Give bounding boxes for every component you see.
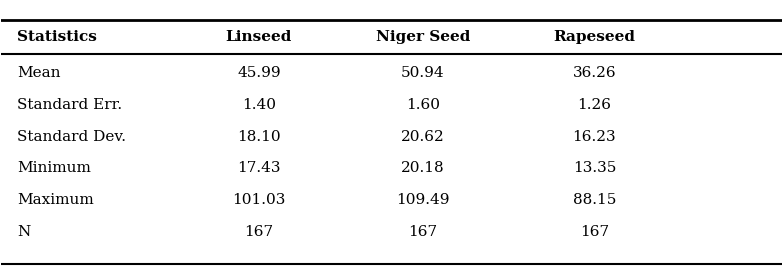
Text: Standard Err.: Standard Err. (17, 98, 122, 112)
Text: 1.60: 1.60 (406, 98, 440, 112)
Text: Statistics: Statistics (17, 30, 97, 44)
Text: 101.03: 101.03 (233, 193, 286, 207)
Text: 20.18: 20.18 (401, 162, 445, 176)
Text: 167: 167 (244, 225, 273, 239)
Text: 18.10: 18.10 (237, 130, 280, 144)
Text: Standard Dev.: Standard Dev. (17, 130, 126, 144)
Text: Rapeseed: Rapeseed (554, 30, 635, 44)
Text: 1.26: 1.26 (577, 98, 612, 112)
Text: Minimum: Minimum (17, 162, 91, 176)
Text: 167: 167 (408, 225, 437, 239)
Text: Niger Seed: Niger Seed (376, 30, 470, 44)
Text: 1.40: 1.40 (242, 98, 276, 112)
Text: 45.99: 45.99 (237, 66, 280, 80)
Text: 13.35: 13.35 (572, 162, 616, 176)
Text: 20.62: 20.62 (401, 130, 445, 144)
Text: 50.94: 50.94 (401, 66, 445, 80)
Text: N: N (17, 225, 31, 239)
Text: Mean: Mean (17, 66, 60, 80)
Text: 88.15: 88.15 (572, 193, 616, 207)
Text: 36.26: 36.26 (572, 66, 616, 80)
Text: 167: 167 (579, 225, 609, 239)
Text: Maximum: Maximum (17, 193, 94, 207)
Text: Linseed: Linseed (226, 30, 292, 44)
Text: 17.43: 17.43 (237, 162, 280, 176)
Text: 16.23: 16.23 (572, 130, 616, 144)
Text: 109.49: 109.49 (396, 193, 449, 207)
